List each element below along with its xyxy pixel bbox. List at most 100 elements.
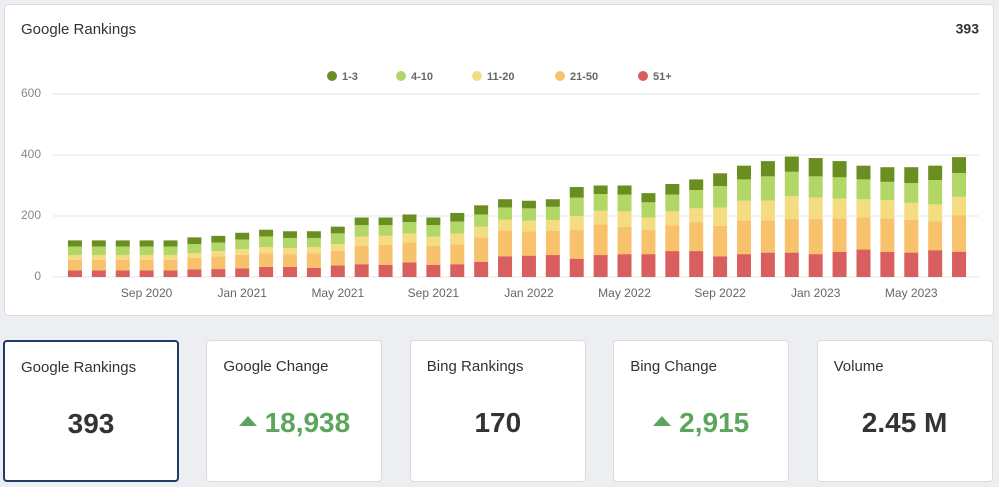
bar-segment [856,165,871,180]
bar-segment [354,225,369,237]
bar-segment [67,259,82,271]
x-tick-label: Sep 2022 [694,286,746,300]
bar-segment [545,219,560,231]
bar-segment [187,269,202,277]
y-tick-label: 600 [21,86,41,100]
bar-segment [283,266,297,277]
bar-segment [784,171,799,197]
x-tick-label: May 2023 [885,286,938,300]
bar-segment [784,252,799,277]
legend-label: 4-10 [411,71,433,83]
bar-segment [139,259,154,271]
x-tick-label: Jan 2022 [504,286,554,300]
bar-segment [235,268,250,277]
bar-segment [952,215,967,252]
bar-segment [760,161,775,177]
bar-segment [617,254,632,277]
bar-segment [713,173,728,187]
metric-card[interactable]: Google Change 18,938 [206,340,383,482]
bar-segment [139,255,154,260]
bar-segment [450,244,465,265]
bar-segment [856,179,871,200]
bar-segment [760,200,775,221]
bar-segment [139,246,154,256]
bar-segment [760,252,775,277]
metric-card[interactable]: Google Rankings 393 [3,340,179,482]
bar-segment [187,237,202,245]
bar-segment [283,248,297,255]
bar-segment [521,255,536,277]
bar-segment [402,214,417,223]
bar-segment [737,220,751,255]
card-value-row: 393 [5,408,177,440]
bar-segment [163,246,178,256]
legend-marker [472,71,482,81]
panel-total: 393 [956,21,980,37]
bar-segment [521,231,536,256]
bar-segment [832,198,847,219]
bar-segment [928,204,943,222]
bar-segment [283,237,297,249]
bar-segment [880,167,895,182]
bar-segment [593,224,608,256]
bar-segment [259,266,274,277]
card-value: 18,938 [264,407,351,438]
bar-segment [617,194,632,212]
bar-segment [713,186,728,208]
bar-segment [163,270,178,277]
bar-segment [235,232,250,240]
legend-label: 11-20 [487,71,515,83]
bar-segment [211,256,226,270]
legend-marker [555,71,565,81]
bar-segment [928,221,943,251]
card-label: Volume [833,358,884,375]
bar-segment [617,185,632,195]
metric-card[interactable]: Volume 2.45 M [816,340,993,482]
bar-segment [808,158,823,177]
bar-segment [593,210,608,225]
legend-label: 51+ [653,71,672,83]
bar-segment [952,196,967,216]
bar-segment [402,222,417,234]
bar-segment [665,225,680,252]
bar-segment [450,264,465,277]
bar-segment [378,244,393,265]
bar-segment [617,226,632,255]
bar-segment [832,218,847,252]
bar-segment [569,216,584,230]
bar-segment [330,233,345,245]
bar-segment [330,244,345,251]
card-value: 2.45 M [861,407,948,438]
bar-segment [880,200,895,219]
bar-segment [689,190,704,209]
legend-label: 1-3 [342,71,358,83]
bar-segment [760,176,775,201]
card-value-row: 170 [411,407,585,439]
bar-segment [737,165,751,180]
bar-segment [641,202,656,218]
bar-segment [545,206,560,220]
metric-card[interactable]: Bing Change 2,915 [613,340,790,482]
x-tick-label: May 2022 [598,286,651,300]
bar-segment [593,194,608,211]
bar-segment [713,256,728,277]
metric-card[interactable]: Bing Rankings 170 [409,340,586,482]
bar-segment [928,250,943,277]
bar-segment [856,199,871,218]
bar-segment [330,226,345,234]
bar-segment [928,165,943,181]
bar-segment [259,229,274,237]
y-tick-label: 400 [21,147,41,161]
bar-segment [689,208,704,223]
bar-segment [474,226,489,238]
bar-segment [187,253,202,258]
legend-marker [638,71,648,81]
bar-segment [474,237,489,262]
x-tick-label: Jan 2023 [791,286,841,300]
bar-segment [569,197,584,216]
up-arrow [238,416,257,426]
bar-segment [713,207,728,226]
bar-segment [689,222,704,252]
bar-segment [880,251,895,277]
